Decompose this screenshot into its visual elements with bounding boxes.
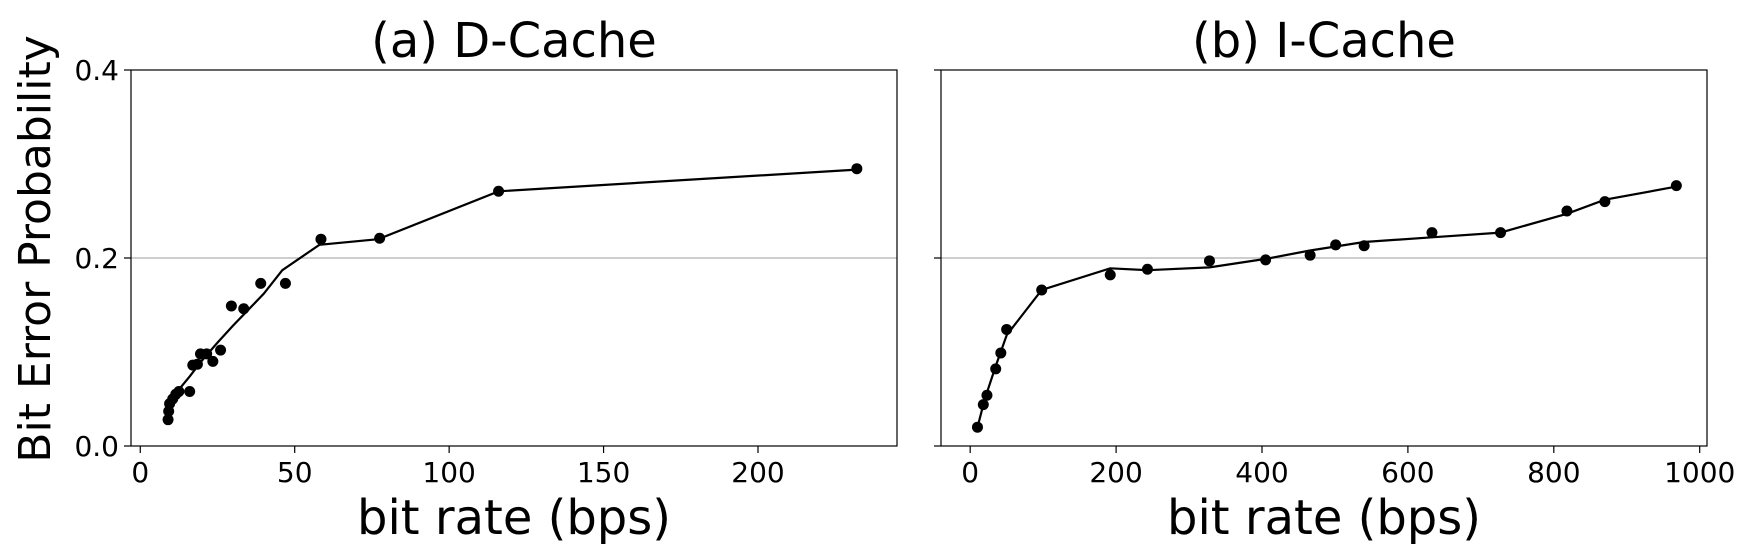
data-point bbox=[1203, 255, 1215, 267]
chart-title: (a) D-Cache bbox=[371, 13, 657, 69]
data-point bbox=[1001, 323, 1013, 335]
data-point bbox=[1670, 180, 1682, 192]
x-tick-label: 1000 bbox=[1664, 456, 1735, 489]
data-point bbox=[971, 421, 983, 433]
data-point bbox=[1104, 269, 1116, 281]
data-point bbox=[162, 414, 174, 426]
data-point bbox=[1561, 205, 1573, 217]
x-tick-label: 0 bbox=[961, 456, 979, 489]
data-point bbox=[215, 344, 227, 356]
data-point bbox=[238, 303, 250, 315]
x-tick-label: 400 bbox=[1235, 456, 1288, 489]
data-point bbox=[1304, 249, 1316, 261]
x-tick-label: 200 bbox=[731, 456, 784, 489]
x-tick-label: 800 bbox=[1527, 456, 1580, 489]
x-tick-label: 50 bbox=[277, 456, 313, 489]
data-point bbox=[173, 385, 185, 397]
data-point bbox=[1599, 196, 1611, 208]
data-point bbox=[201, 348, 213, 360]
data-point bbox=[1260, 254, 1272, 266]
data-point bbox=[207, 355, 219, 367]
y-tick-label: 0.2 bbox=[74, 242, 119, 275]
data-point bbox=[995, 347, 1007, 359]
data-point bbox=[184, 385, 196, 397]
data-point bbox=[374, 232, 386, 244]
data-point bbox=[225, 300, 237, 312]
x-axis-label: bit rate (bps) bbox=[357, 490, 671, 546]
data-point bbox=[851, 163, 863, 175]
data-point bbox=[977, 399, 989, 411]
panel-d-cache: 0.0 0.2 0.4 0 50 100 150 200 (a) D-Cache bit rate… bbox=[10, 13, 898, 546]
y-tick-label: 0.0 bbox=[74, 430, 119, 463]
data-point bbox=[1426, 227, 1438, 239]
fit-line bbox=[167, 168, 857, 414]
chart-title: (b) I-Cache bbox=[1192, 13, 1456, 69]
x-tick-label: 200 bbox=[1089, 456, 1142, 489]
y-axis-label: Bit Error Probability bbox=[10, 35, 61, 462]
x-axis-label: bit rate (bps) bbox=[1167, 490, 1481, 546]
x-tick-label: 150 bbox=[577, 456, 630, 489]
data-point bbox=[1141, 263, 1153, 275]
data-point bbox=[493, 185, 505, 197]
data-point bbox=[315, 233, 327, 245]
x-tick-label: 600 bbox=[1381, 456, 1434, 489]
data-point bbox=[1358, 240, 1370, 252]
data-point bbox=[1036, 284, 1048, 296]
x-tick-label: 0 bbox=[131, 456, 149, 489]
data-point bbox=[1495, 227, 1507, 239]
data-point bbox=[255, 277, 267, 289]
data-point bbox=[1330, 239, 1342, 251]
data-point bbox=[981, 389, 993, 401]
y-tick-label: 0.4 bbox=[74, 54, 119, 87]
x-tick-label: 100 bbox=[422, 456, 475, 489]
panel-i-cache: 0 200 400 600 800 1000 (b) I-Cache bit rate (bp… bbox=[934, 13, 1735, 546]
fit-line bbox=[976, 185, 1677, 428]
data-point bbox=[279, 277, 291, 289]
data-point bbox=[990, 363, 1002, 375]
data-point bbox=[191, 358, 203, 370]
